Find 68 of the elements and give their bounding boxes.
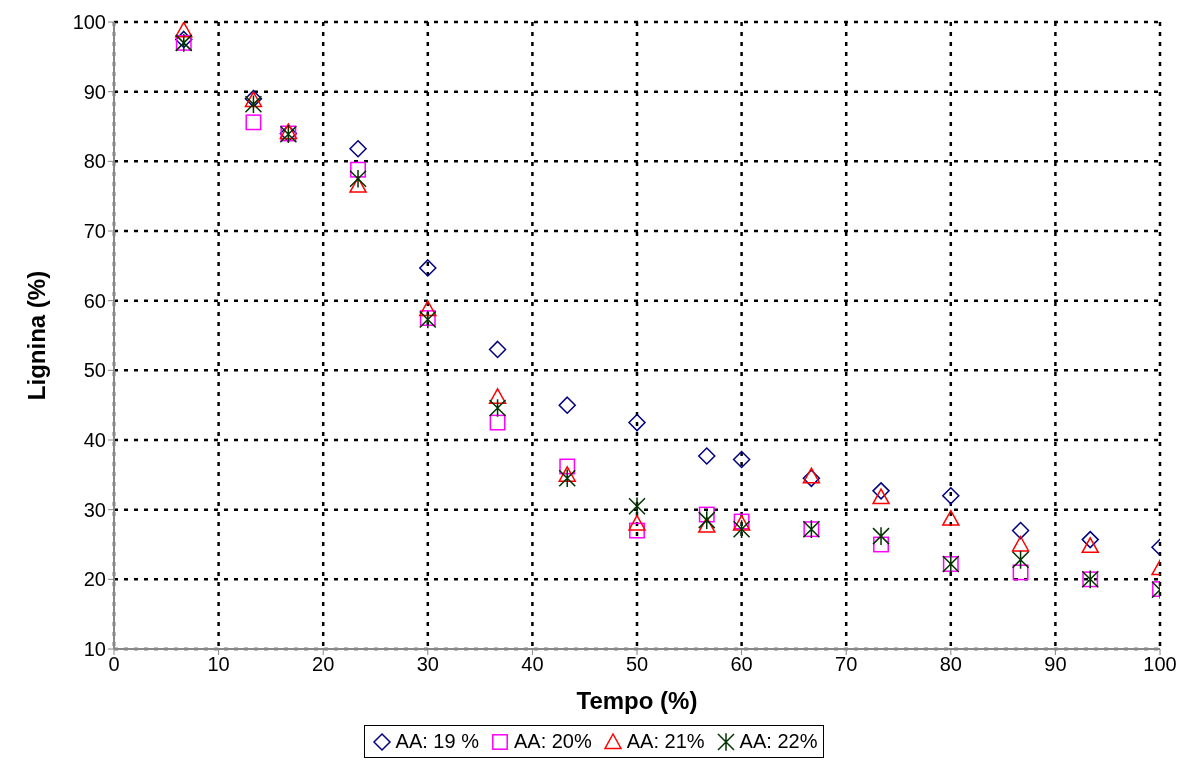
x-tick-label: 80 — [939, 653, 962, 676]
point — [873, 536, 889, 553]
point — [175, 22, 193, 38]
legend-label: AA: 21% — [626, 730, 705, 753]
point — [1011, 535, 1030, 552]
point — [244, 94, 263, 114]
x-tick-label: 70 — [835, 653, 858, 676]
point — [698, 447, 716, 465]
x-axis-title: Tempo (%) — [576, 687, 698, 714]
y-tick-label: 10 — [83, 638, 106, 661]
point — [1081, 537, 1099, 554]
point — [872, 526, 890, 546]
y-tick-label: 50 — [83, 359, 106, 382]
x-tick-label: 40 — [521, 653, 544, 676]
point — [350, 161, 366, 178]
x-tick-label: 100 — [1143, 653, 1177, 676]
point — [419, 259, 437, 277]
x-tick-label: 90 — [1044, 653, 1067, 676]
point — [558, 468, 576, 488]
point — [558, 466, 576, 482]
x-tick-label: 10 — [207, 653, 230, 676]
point — [488, 388, 507, 404]
point — [732, 519, 751, 539]
point — [802, 469, 821, 488]
legend-label: AA: 19 % — [395, 730, 479, 753]
point — [629, 522, 645, 539]
y-tick-label: 40 — [83, 429, 106, 452]
point — [1011, 550, 1030, 570]
point — [558, 396, 576, 414]
point — [175, 30, 193, 49]
point — [489, 414, 506, 431]
point — [872, 488, 890, 505]
point — [1012, 564, 1029, 581]
point — [802, 467, 821, 484]
point — [628, 514, 646, 531]
point — [559, 458, 576, 475]
point — [488, 398, 507, 418]
y-tick-label: 70 — [83, 220, 106, 243]
point — [349, 169, 367, 189]
y-tick-label: 60 — [83, 289, 106, 312]
y-tick-label: 80 — [83, 150, 106, 173]
point — [419, 300, 437, 317]
point — [349, 140, 367, 158]
x-tick-label: 0 — [108, 653, 120, 676]
point — [1081, 530, 1099, 549]
x-tick-label: 20 — [312, 653, 335, 676]
point — [245, 114, 262, 131]
point — [698, 510, 716, 530]
y-tick-label: 30 — [83, 498, 106, 521]
point — [488, 340, 507, 359]
y-tick-label: 20 — [83, 568, 106, 591]
legend-label: AA: 20% — [513, 730, 592, 753]
x-tick-label: 50 — [625, 653, 649, 676]
point — [628, 496, 646, 516]
point — [628, 413, 646, 432]
point — [732, 450, 751, 469]
point — [1011, 521, 1030, 540]
legend-label: AA: 22% — [739, 730, 818, 753]
x-tick-label: 60 — [730, 653, 753, 676]
y-tick-label: 100 — [72, 11, 106, 34]
x-tick-label: 30 — [416, 653, 439, 676]
y-axis-title: Lignina (%) — [22, 270, 50, 401]
point — [698, 506, 715, 523]
point — [698, 516, 716, 533]
point — [942, 486, 960, 505]
point — [942, 509, 960, 526]
y-tick-label: 90 — [83, 80, 106, 103]
point — [872, 482, 890, 500]
